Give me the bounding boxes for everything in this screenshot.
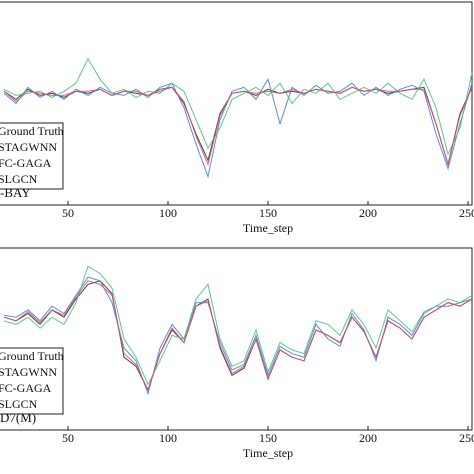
series-line — [3, 280, 473, 392]
x-tick-label: 200 — [359, 431, 377, 445]
x-tick-label: 50 — [62, 206, 74, 220]
x-axis-label: Time_step — [243, 221, 293, 235]
plot-frame — [0, 247, 473, 431]
legend-label: SLGCN — [0, 397, 38, 411]
legend-box — [0, 347, 64, 415]
plot-frame — [0, 1, 473, 206]
x-tick-label: 150 — [259, 431, 277, 445]
series-line — [3, 77, 473, 179]
series-line — [3, 86, 473, 167]
x-tick-label: 100 — [159, 206, 177, 220]
legend-box — [0, 122, 64, 190]
x-tick-label: 200 — [359, 206, 377, 220]
series-line — [3, 57, 473, 156]
chart-title: -BAY — [0, 185, 31, 200]
legend-label: STAGWNN — [0, 365, 57, 379]
chart-title: D7(M) — [0, 410, 36, 425]
series-line — [3, 276, 473, 396]
x-axis-label: Time_step — [243, 446, 293, 460]
x-tick-label: 50 — [62, 431, 74, 445]
x-tick-label: 100 — [159, 431, 177, 445]
legend-label: STAGWNN — [0, 140, 57, 154]
legend-label: Ground Truth — [0, 124, 64, 138]
series-line — [3, 86, 473, 167]
x-tick-label: 150 — [259, 206, 277, 220]
series-line — [3, 265, 473, 386]
legend-label: SLGCN — [0, 172, 38, 186]
legend-label: FC-GAGA — [0, 381, 52, 395]
legend-label: FC-GAGA — [0, 156, 52, 170]
x-tick-label: 250 — [459, 431, 474, 445]
legend-label: Ground Truth — [0, 349, 64, 363]
x-tick-label: 250 — [459, 206, 474, 220]
